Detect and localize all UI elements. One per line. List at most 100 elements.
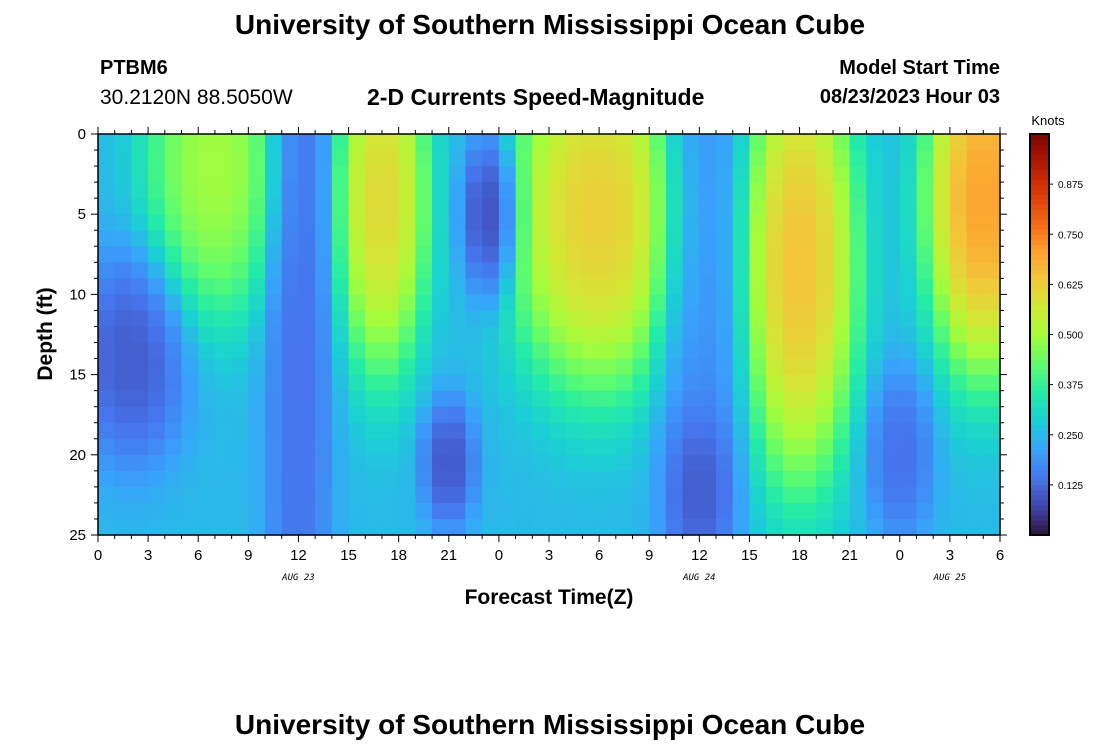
heatmap-cell bbox=[482, 182, 500, 199]
heatmap-cell bbox=[315, 342, 333, 360]
x-tick-label: 6 bbox=[595, 547, 603, 564]
heatmap-cell bbox=[699, 278, 717, 295]
y-tick-label: 5 bbox=[78, 206, 86, 223]
heatmap-cell bbox=[164, 182, 183, 199]
heatmap-cell bbox=[482, 358, 500, 376]
heatmap-cell bbox=[198, 342, 216, 360]
heatmap-cell bbox=[632, 310, 650, 328]
heatmap-cell bbox=[415, 406, 433, 424]
heatmap-cell bbox=[832, 518, 851, 536]
heatmap-cell bbox=[799, 422, 817, 440]
heatmap-cell bbox=[482, 502, 500, 520]
colorbar-segment bbox=[1030, 174, 1049, 180]
heatmap-cell bbox=[131, 470, 149, 488]
colorbar-tick-label: 0.750 bbox=[1058, 230, 1083, 241]
colorbar-segment bbox=[1030, 349, 1049, 356]
heatmap-cell bbox=[298, 358, 316, 376]
heatmap-cell bbox=[933, 326, 951, 344]
x-tick-label: 3 bbox=[946, 547, 954, 564]
heatmap-cell bbox=[214, 150, 233, 167]
heatmap-cell bbox=[933, 406, 951, 424]
colorbar-segment bbox=[1030, 299, 1049, 306]
colorbar-segment bbox=[1030, 444, 1049, 451]
heatmap-cell bbox=[98, 454, 116, 472]
heatmap-cell bbox=[699, 486, 717, 504]
heatmap-cell bbox=[615, 518, 634, 536]
heatmap-cell bbox=[716, 486, 734, 504]
heatmap-cell bbox=[231, 518, 249, 536]
heatmap-cell bbox=[164, 198, 183, 215]
heatmap-cell bbox=[565, 230, 583, 247]
heatmap-cell bbox=[181, 422, 199, 440]
heatmap-cell bbox=[565, 438, 583, 456]
heatmap-cell bbox=[716, 422, 734, 440]
heatmap-cell bbox=[866, 246, 884, 263]
heatmap-cell bbox=[298, 326, 316, 344]
heatmap-cell bbox=[214, 374, 233, 392]
heatmap-cell bbox=[582, 182, 600, 199]
colorbar-segment bbox=[1030, 219, 1049, 225]
heatmap-cell bbox=[966, 486, 984, 504]
heatmap-cell bbox=[599, 390, 617, 408]
heatmap-cell bbox=[699, 390, 717, 408]
x-axis-label: Forecast Time(Z) bbox=[465, 586, 634, 609]
heatmap-cell bbox=[632, 150, 650, 167]
heatmap-cell bbox=[615, 214, 634, 231]
heatmap-cell bbox=[415, 262, 433, 279]
station-id: PTBM6 bbox=[100, 57, 168, 79]
heatmap-cell bbox=[381, 422, 400, 440]
heatmap-cell bbox=[615, 198, 634, 215]
heatmap-cell bbox=[832, 374, 851, 392]
heatmap-cell bbox=[665, 470, 684, 488]
heatmap-cell bbox=[498, 214, 517, 231]
heatmap-cell bbox=[632, 406, 650, 424]
heatmap-cell bbox=[281, 310, 300, 328]
heatmap-cell bbox=[766, 166, 784, 183]
heatmap-cell bbox=[231, 390, 249, 408]
heatmap-cell bbox=[98, 406, 116, 424]
heatmap-cell bbox=[448, 486, 467, 504]
heatmap-cell bbox=[365, 214, 383, 231]
heatmap-cell bbox=[732, 246, 751, 263]
heatmap-cell bbox=[699, 406, 717, 424]
heatmap-cell bbox=[365, 518, 383, 536]
heatmap-cell bbox=[983, 470, 1001, 488]
heatmap-cell bbox=[983, 246, 1001, 263]
heatmap-cell bbox=[148, 422, 166, 440]
heatmap-cell bbox=[966, 358, 984, 376]
heatmap-cell bbox=[766, 230, 784, 247]
heatmap-cell bbox=[549, 326, 567, 344]
heatmap-cell bbox=[315, 438, 333, 456]
colorbar-segment bbox=[1030, 259, 1049, 265]
heatmap-cell bbox=[549, 454, 567, 472]
heatmap-cell bbox=[916, 518, 934, 536]
heatmap-cell bbox=[582, 294, 600, 312]
heatmap-cell bbox=[265, 246, 283, 263]
heatmap-cell bbox=[432, 182, 450, 199]
heatmap-cell bbox=[782, 262, 801, 279]
heatmap-cell bbox=[214, 454, 233, 472]
heatmap-cell bbox=[599, 502, 617, 520]
heatmap-cell bbox=[649, 134, 667, 151]
heatmap-cell bbox=[348, 454, 366, 472]
heatmap-cell bbox=[916, 134, 934, 151]
heatmap-cell bbox=[549, 486, 567, 504]
heatmap-cell bbox=[816, 262, 834, 279]
heatmap-cell bbox=[381, 390, 400, 408]
heatmap-cell bbox=[832, 470, 851, 488]
heatmap-cell bbox=[549, 214, 567, 231]
heatmap-cell bbox=[682, 438, 700, 456]
heatmap-cell bbox=[365, 486, 383, 504]
colorbar-segment bbox=[1030, 309, 1049, 316]
heatmap-cell bbox=[98, 470, 116, 488]
heatmap-cell bbox=[114, 374, 132, 392]
heatmap-cell bbox=[515, 358, 533, 376]
heatmap-cell bbox=[682, 182, 700, 199]
heatmap-cell bbox=[381, 470, 400, 488]
heatmap-cell bbox=[281, 166, 300, 183]
heatmap-cell bbox=[916, 246, 934, 263]
chart-subtitle: 2-D Currents Speed-Magnitude bbox=[367, 84, 705, 110]
heatmap-cell bbox=[114, 358, 132, 376]
heatmap-cell bbox=[448, 438, 467, 456]
heatmap-cell bbox=[699, 246, 717, 263]
